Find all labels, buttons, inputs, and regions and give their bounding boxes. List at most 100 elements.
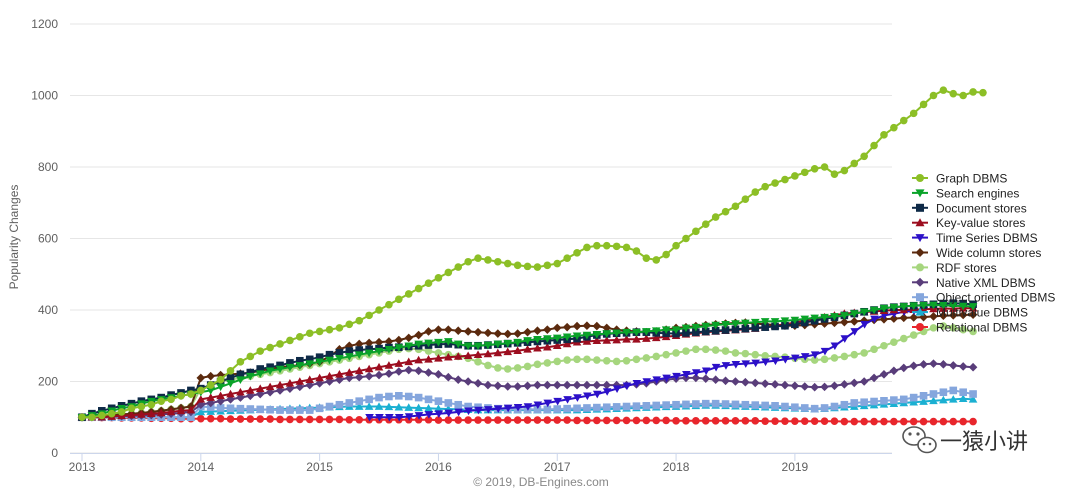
data-point[interactable]	[909, 331, 918, 339]
data-point[interactable]	[255, 389, 265, 399]
data-point[interactable]	[246, 368, 255, 377]
data-point[interactable]	[850, 159, 859, 168]
data-point[interactable]	[404, 357, 414, 366]
data-point[interactable]	[770, 380, 780, 389]
data-point[interactable]	[474, 416, 482, 424]
data-point[interactable]	[503, 339, 513, 348]
data-point[interactable]	[810, 356, 819, 364]
data-point[interactable]	[869, 373, 879, 383]
data-point[interactable]	[830, 354, 839, 362]
data-point[interactable]	[573, 404, 581, 413]
data-point[interactable]	[246, 352, 255, 361]
data-point[interactable]	[929, 396, 938, 405]
data-point[interactable]	[948, 395, 958, 403]
data-point[interactable]	[404, 392, 413, 401]
data-point[interactable]	[820, 313, 829, 322]
data-point[interactable]	[444, 416, 453, 424]
data-point[interactable]	[781, 356, 790, 364]
data-point[interactable]	[622, 335, 631, 343]
data-point[interactable]	[434, 397, 443, 405]
data-point[interactable]	[414, 330, 423, 340]
data-point[interactable]	[414, 403, 423, 412]
data-point[interactable]	[325, 350, 334, 359]
data-point[interactable]	[751, 324, 760, 332]
data-point[interactable]	[236, 358, 245, 366]
data-point[interactable]	[385, 300, 393, 309]
data-point[interactable]	[860, 417, 868, 426]
data-point[interactable]	[781, 175, 789, 184]
data-point[interactable]	[414, 366, 423, 376]
data-point[interactable]	[562, 333, 572, 342]
data-point[interactable]	[236, 370, 245, 379]
data-point[interactable]	[285, 363, 295, 372]
data-point[interactable]	[890, 123, 898, 132]
data-point[interactable]	[899, 417, 908, 426]
data-point[interactable]	[364, 349, 374, 358]
data-point[interactable]	[364, 402, 374, 410]
data-point[interactable]	[890, 338, 898, 346]
data-point[interactable]	[592, 336, 602, 345]
data-point[interactable]	[305, 355, 314, 364]
data-point[interactable]	[503, 259, 512, 268]
data-point[interactable]	[780, 317, 790, 326]
data-point[interactable]	[781, 417, 789, 425]
data-point[interactable]	[939, 360, 948, 369]
data-point[interactable]	[325, 371, 334, 380]
data-point[interactable]	[414, 284, 423, 293]
data-point[interactable]	[523, 381, 532, 391]
data-point[interactable]	[939, 395, 948, 404]
data-point[interactable]	[780, 380, 790, 390]
data-point[interactable]	[701, 345, 710, 354]
data-point[interactable]	[612, 335, 621, 344]
data-point[interactable]	[731, 325, 740, 334]
series-relational-dbms[interactable]	[78, 413, 977, 426]
data-point[interactable]	[414, 393, 423, 402]
data-point[interactable]	[395, 295, 403, 304]
data-point[interactable]	[563, 396, 572, 404]
data-point[interactable]	[483, 328, 493, 338]
data-point[interactable]	[355, 346, 364, 354]
data-point[interactable]	[731, 417, 740, 425]
data-point[interactable]	[404, 333, 414, 343]
data-point[interactable]	[939, 86, 948, 94]
data-point[interactable]	[246, 391, 255, 401]
data-point[interactable]	[503, 404, 513, 413]
data-point[interactable]	[751, 359, 760, 368]
data-point[interactable]	[543, 405, 552, 414]
data-point[interactable]	[404, 403, 414, 411]
data-point[interactable]	[563, 254, 571, 262]
data-point[interactable]	[642, 328, 651, 336]
data-point[interactable]	[335, 370, 344, 378]
data-point[interactable]	[127, 410, 136, 419]
data-point[interactable]	[919, 392, 928, 400]
data-point[interactable]	[583, 243, 591, 252]
data-point[interactable]	[711, 326, 720, 335]
data-point[interactable]	[612, 416, 621, 425]
data-point[interactable]	[552, 334, 562, 343]
data-point[interactable]	[849, 317, 859, 326]
data-point[interactable]	[484, 416, 492, 424]
data-point[interactable]	[840, 312, 849, 320]
data-point[interactable]	[791, 417, 799, 425]
legend-item-time-series-dbms[interactable]: Time Series DBMS	[912, 231, 1038, 245]
data-point[interactable]	[840, 335, 850, 343]
data-point[interactable]	[781, 321, 789, 330]
data-point[interactable]	[592, 380, 602, 390]
data-point[interactable]	[583, 416, 591, 425]
data-point[interactable]	[622, 356, 631, 365]
data-point[interactable]	[533, 405, 542, 414]
data-point[interactable]	[958, 394, 968, 402]
data-point[interactable]	[543, 335, 552, 343]
data-point[interactable]	[533, 360, 542, 369]
data-point[interactable]	[919, 100, 928, 109]
data-point[interactable]	[226, 389, 235, 398]
data-point[interactable]	[543, 399, 553, 408]
data-point[interactable]	[453, 340, 463, 349]
data-point[interactable]	[286, 415, 294, 424]
data-point[interactable]	[374, 347, 384, 356]
data-point[interactable]	[692, 417, 700, 425]
data-point[interactable]	[335, 324, 344, 332]
data-point[interactable]	[483, 380, 493, 390]
data-point[interactable]	[651, 333, 661, 342]
